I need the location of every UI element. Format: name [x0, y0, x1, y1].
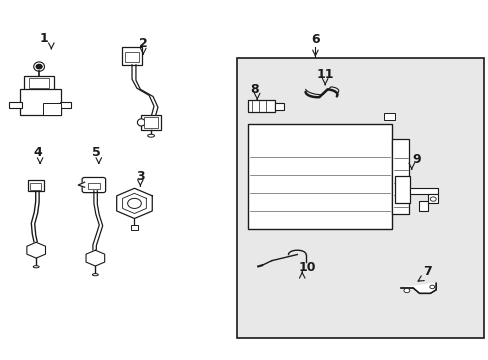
- Text: 8: 8: [250, 83, 259, 96]
- Circle shape: [36, 64, 42, 69]
- Text: 10: 10: [298, 261, 315, 274]
- Circle shape: [403, 288, 409, 293]
- Polygon shape: [400, 283, 435, 293]
- Bar: [391, 139, 408, 214]
- Bar: [247, 124, 391, 229]
- Bar: [88, 183, 100, 189]
- Polygon shape: [27, 242, 45, 258]
- Polygon shape: [86, 250, 104, 266]
- Bar: [394, 176, 409, 203]
- Text: 3: 3: [136, 170, 144, 183]
- Polygon shape: [78, 182, 84, 187]
- Text: 1: 1: [40, 32, 48, 45]
- Bar: [29, 78, 49, 88]
- Polygon shape: [117, 188, 152, 219]
- Bar: [20, 89, 61, 115]
- Bar: [9, 102, 21, 108]
- Ellipse shape: [137, 119, 145, 126]
- Bar: [60, 102, 71, 108]
- Text: 4: 4: [33, 146, 42, 159]
- Circle shape: [429, 285, 434, 289]
- Ellipse shape: [33, 266, 39, 268]
- Ellipse shape: [92, 274, 98, 276]
- Bar: [383, 113, 394, 120]
- Text: 6: 6: [310, 33, 319, 46]
- Bar: [28, 180, 43, 191]
- Text: 5: 5: [92, 146, 101, 159]
- Bar: [143, 117, 158, 128]
- Text: 11: 11: [316, 68, 333, 81]
- FancyBboxPatch shape: [82, 177, 105, 193]
- Bar: [248, 100, 275, 112]
- Bar: [43, 103, 61, 115]
- Bar: [418, 201, 427, 211]
- Bar: [141, 115, 161, 130]
- Bar: [409, 188, 437, 194]
- Circle shape: [429, 197, 435, 201]
- Ellipse shape: [147, 134, 154, 137]
- Text: 7: 7: [423, 265, 431, 278]
- Circle shape: [127, 198, 141, 208]
- Text: 9: 9: [411, 153, 420, 166]
- Bar: [125, 52, 139, 62]
- Bar: [122, 47, 142, 65]
- Text: 2: 2: [139, 37, 147, 50]
- Bar: [24, 76, 54, 90]
- Bar: [427, 194, 437, 203]
- Bar: [237, 58, 483, 338]
- Bar: [30, 183, 41, 190]
- Bar: [130, 225, 138, 230]
- Ellipse shape: [34, 62, 44, 71]
- Bar: [275, 103, 284, 110]
